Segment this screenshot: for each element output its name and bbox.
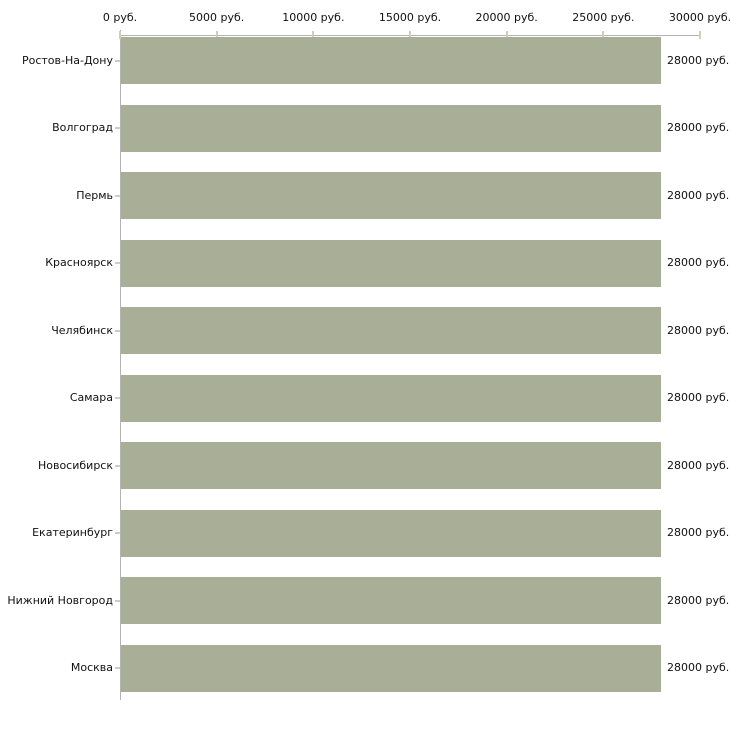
value-label: 28000 руб. xyxy=(667,53,730,67)
bar xyxy=(121,374,662,422)
category-label: Пермь xyxy=(76,188,113,202)
x-axis-tick-label: 25000 руб. xyxy=(572,11,635,24)
x-axis-tick xyxy=(119,31,121,39)
x-axis-tick-label: 5000 руб. xyxy=(189,11,245,24)
bar xyxy=(121,239,662,287)
x-axis-tick xyxy=(312,31,315,39)
category-label: Екатеринбург xyxy=(32,526,113,539)
category-tick xyxy=(115,667,120,669)
x-axis-tick-label: 10000 руб. xyxy=(282,11,345,24)
bar xyxy=(121,172,662,219)
value-label: 28000 руб. xyxy=(667,188,730,202)
category-tick xyxy=(115,262,120,264)
bar xyxy=(121,442,662,489)
category-label: Ростов-На-Дону xyxy=(21,53,113,67)
x-axis-tick xyxy=(602,31,605,39)
category-tick xyxy=(115,59,120,62)
x-axis-tick-label: 20000 руб. xyxy=(475,11,538,24)
bar xyxy=(121,307,662,354)
category-tick xyxy=(115,532,120,534)
category-tick xyxy=(115,397,120,399)
category-label: Волгоград xyxy=(52,121,113,134)
bar xyxy=(121,577,662,624)
x-axis-tick-label: 15000 руб. xyxy=(378,11,442,24)
y-axis-line xyxy=(120,30,121,700)
bar xyxy=(121,509,662,557)
category-label: Самара xyxy=(69,391,113,404)
x-axis-tick xyxy=(409,31,411,39)
category-label: Челябинск xyxy=(51,323,113,337)
category-label: Москва xyxy=(70,661,113,674)
x-axis-tick xyxy=(215,31,218,39)
category-tick xyxy=(115,194,120,197)
category-tick xyxy=(115,329,120,332)
category-label: Красноярск xyxy=(45,256,113,269)
value-label: 28000 руб. xyxy=(667,323,730,337)
value-label: 28000 руб. xyxy=(667,526,730,539)
value-label: 28000 руб. xyxy=(667,458,730,472)
category-tick xyxy=(115,464,120,467)
bar xyxy=(121,644,662,692)
category-tick xyxy=(115,599,120,602)
value-label: 28000 руб. xyxy=(667,661,730,674)
x-axis-tick-label: 30000 руб. xyxy=(668,11,730,24)
value-label: 28000 руб. xyxy=(667,121,730,134)
x-axis-tick xyxy=(699,31,701,39)
bar xyxy=(121,104,662,152)
value-label: 28000 руб. xyxy=(667,593,730,607)
category-label: Нижний Новгород xyxy=(7,593,113,607)
bar xyxy=(121,37,662,84)
value-label: 28000 руб. xyxy=(667,256,730,269)
category-tick xyxy=(115,127,120,129)
value-label: 28000 руб. xyxy=(667,391,730,404)
category-label: Новосибирск xyxy=(37,458,113,472)
x-axis-tick xyxy=(505,31,508,39)
x-axis-tick-label: 0 руб. xyxy=(102,11,138,24)
